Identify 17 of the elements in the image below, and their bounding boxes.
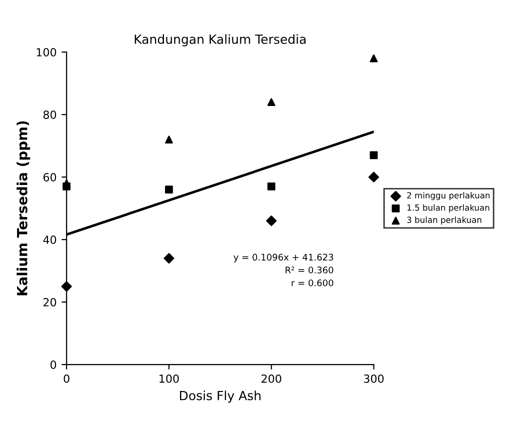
x-tick-label: 200 xyxy=(262,374,282,383)
y-tick-label: 100 xyxy=(36,48,56,56)
y-tick-label: 40 xyxy=(43,236,56,244)
y-axis-title: Kalium Tersedia (ppm) xyxy=(16,121,30,296)
x-tick-label: 300 xyxy=(364,374,384,383)
x-axis-title: Dosis Fly Ash xyxy=(180,390,260,403)
annotation: y = 0.1096x + 41.623 R² = 0.360 r = 0.600 xyxy=(234,254,334,286)
y-tick-label: 0 xyxy=(50,360,56,369)
y-tick-label: 20 xyxy=(44,298,56,306)
legend-label: 1.5 bulan perlakuan xyxy=(407,204,490,212)
x-tick-label: 0 xyxy=(64,374,70,383)
x-tick-label: 100 xyxy=(160,374,179,383)
legend-label: 3 bulan perlakuan xyxy=(407,216,482,225)
y-tick-label: 80 xyxy=(43,110,56,119)
chart-title: Kandungan Kalium Tersedia xyxy=(134,34,306,46)
legend-label: 2 minggu perlakuan xyxy=(407,192,490,200)
y-tick-label: 60 xyxy=(43,173,56,182)
